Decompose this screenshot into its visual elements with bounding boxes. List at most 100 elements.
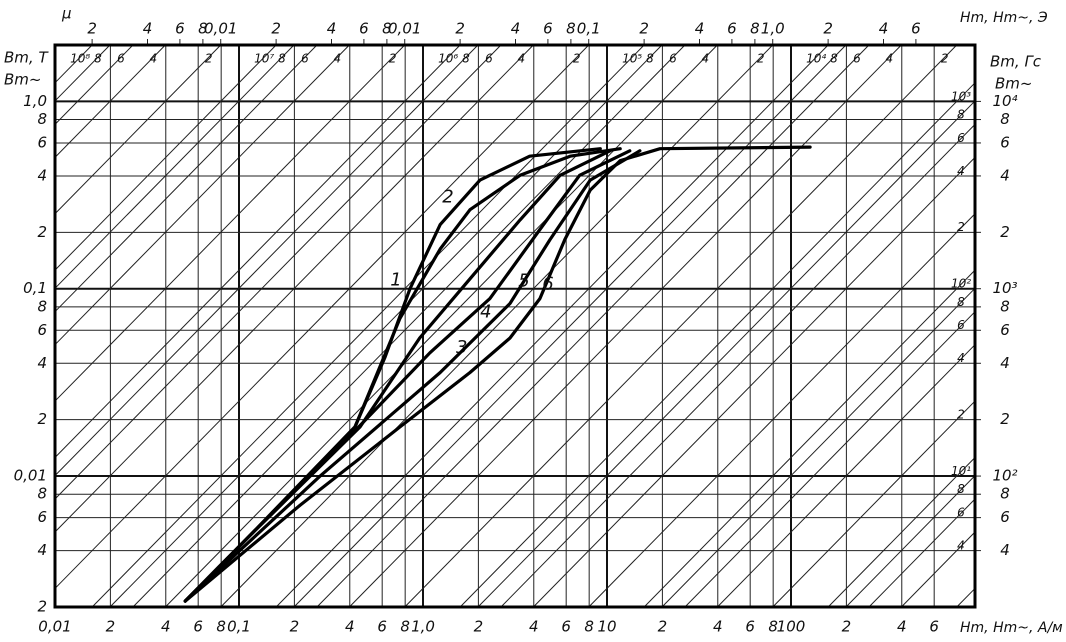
y2-tick-label: 2 <box>1000 223 1010 241</box>
y-axis-sublabel: Bm~ <box>4 71 41 89</box>
mu-label: 8 <box>462 52 470 66</box>
mu-line <box>54 44 295 289</box>
y2-tick-label: 2 <box>1000 410 1010 428</box>
mu-label: 2 <box>957 408 965 422</box>
x-tick-label: 8 <box>400 618 410 636</box>
x-tick-label: 8 <box>768 618 778 636</box>
mu-label: 6 <box>853 52 861 66</box>
mu-label: 2 <box>957 220 965 234</box>
mu-label: 4 <box>518 52 526 66</box>
y-axis-label: Bm, T <box>4 49 49 67</box>
y2-tick-label: 6 <box>1000 508 1010 526</box>
x-axis-label: Hm, Hm~, A/м <box>960 620 1063 636</box>
x-tick-label: 1,0 <box>411 618 435 636</box>
x-tick-label: 0,1 <box>227 618 251 636</box>
y-tick-label: 4 <box>37 541 47 559</box>
mu-line <box>827 457 976 608</box>
mu-label: 10⁵ <box>622 52 642 66</box>
mu-line <box>348 44 902 608</box>
curve-label: 4 <box>480 302 491 323</box>
mu-line <box>54 44 350 346</box>
y-tick-label: 8 <box>37 485 47 503</box>
x-tick-label: 4 <box>345 618 355 636</box>
y-tick-label: 6 <box>37 133 47 151</box>
mu-label: 6 <box>957 131 965 145</box>
mu-label: 4 <box>334 52 342 66</box>
x2-tick-label: 0,01 <box>204 20 237 38</box>
mu-line <box>132 44 686 608</box>
mu-label: 6 <box>669 52 677 66</box>
mu-label: 10³ <box>951 89 971 103</box>
curve <box>183 149 632 603</box>
x2-tick-label: 2 <box>271 20 281 38</box>
mu-label: 6 <box>957 506 965 520</box>
y2-tick-label: 8 <box>1000 110 1010 128</box>
x2-tick-label: 4 <box>143 20 153 38</box>
x2-tick-label: 4 <box>327 20 337 38</box>
y-tick-label: 2 <box>37 598 47 616</box>
mu-label: 8 <box>957 107 965 121</box>
mu-line <box>868 498 976 608</box>
mu-line <box>220 44 774 608</box>
mu-line <box>716 344 976 608</box>
mu-label: 10⁸ <box>70 52 90 66</box>
mu-label: 2 <box>389 52 397 66</box>
mu-line <box>845 475 976 608</box>
mu-line <box>54 44 534 533</box>
y-tick-label: 4 <box>37 354 47 372</box>
x2-tick-label: 2 <box>823 20 833 38</box>
y2-tick-label: 4 <box>1000 166 1010 184</box>
y2-tick-label: 8 <box>1000 485 1010 503</box>
mu-label: 6 <box>957 318 965 332</box>
y-tick-label: 1,0 <box>23 92 47 110</box>
mu-line <box>54 44 111 102</box>
mu-line <box>54 44 479 476</box>
x-tick-label: 6 <box>377 618 387 636</box>
x2-tick-label: 6 <box>911 20 921 38</box>
y-tick-label: 6 <box>37 508 47 526</box>
mu-label: 6 <box>485 52 493 66</box>
x2-axis-label: Hm, Hm~, Э <box>960 10 1048 26</box>
x-tick-label: 10 <box>597 618 616 636</box>
mu-line <box>772 400 976 608</box>
y2-axis-sublabel: Bm~ <box>995 75 1032 93</box>
mu-label: 2 <box>757 52 765 66</box>
x2-tick-label: 0,1 <box>577 20 601 38</box>
mu-label: 4 <box>886 52 894 66</box>
x-tick-label: 4 <box>161 618 171 636</box>
mu-line <box>54 44 461 458</box>
mu-label: 8 <box>957 295 965 309</box>
curve-label: 1 <box>390 270 401 291</box>
mu-label: 10⁴ <box>806 52 826 66</box>
mu-line <box>54 44 222 215</box>
y-tick-label: 2 <box>37 223 47 241</box>
x-tick-label: 2 <box>106 618 116 636</box>
y2-tick-label: 10² <box>992 467 1017 485</box>
y-tick-label: 2 <box>37 410 47 428</box>
curve-label: 3 <box>456 337 467 358</box>
x-tick-label: 6 <box>561 618 571 636</box>
curve <box>183 149 642 603</box>
mu-label: 8 <box>830 52 838 66</box>
x-tick-label: 6 <box>929 618 939 636</box>
mu-line <box>54 44 502 500</box>
mu-line <box>661 287 976 608</box>
mu-label: 2 <box>941 52 949 66</box>
mu-label: 8 <box>646 52 654 66</box>
y2-axis-label: Bm, Гс <box>990 53 1042 71</box>
x-tick-label: 0,01 <box>38 618 71 636</box>
x-tick-label: 4 <box>897 618 907 636</box>
x2-tick-label: 6 <box>175 20 185 38</box>
mu-line <box>316 44 870 608</box>
x-tick-label: 6 <box>193 618 203 636</box>
mu-line <box>459 82 976 608</box>
x-tick-label: 2 <box>842 618 852 636</box>
x2-tick-label: 8 <box>750 20 760 38</box>
mu-line <box>293 44 847 608</box>
y-tick-label: 8 <box>37 297 47 315</box>
x2-tick-label: 2 <box>455 20 465 38</box>
mu-line <box>54 44 406 402</box>
x2-tick-label: 4 <box>879 20 889 38</box>
x-tick-label: 8 <box>584 618 594 636</box>
mu-line <box>643 269 976 608</box>
